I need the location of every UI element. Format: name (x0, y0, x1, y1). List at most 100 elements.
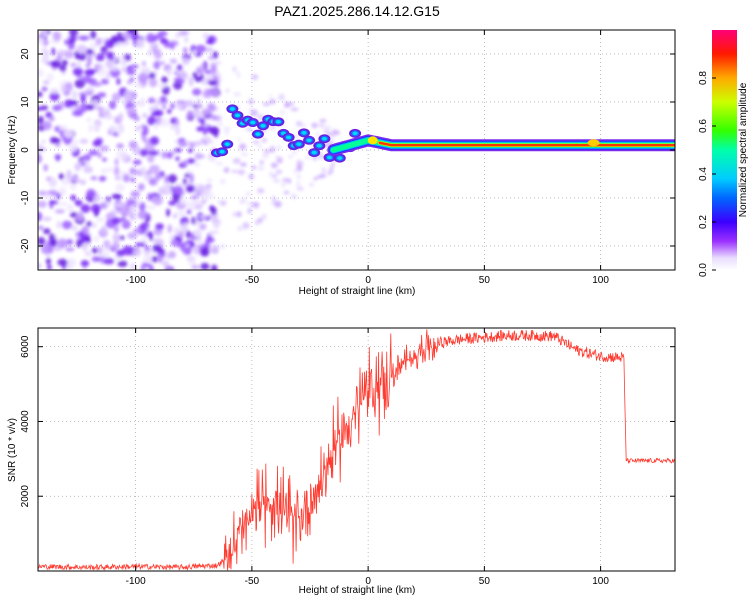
spectrogram-ridge-blob (229, 107, 235, 111)
spectrogram-noise-blob (118, 235, 125, 241)
spectrogram-noise-blob (68, 143, 78, 153)
spectrogram-noise-blob (147, 153, 155, 163)
spectrogram-noise-blob (269, 93, 273, 98)
spectrogram-noise-blob (186, 158, 196, 164)
spectrogram-noise-blob (38, 262, 42, 269)
spectrogram-noise-blob (130, 190, 141, 198)
spectrogram-noise-blob (132, 248, 142, 257)
spectrogram-noise-blob (99, 250, 110, 258)
spectrogram-noise-blob (223, 167, 230, 173)
snr-grid (38, 328, 675, 571)
spectrogram-noise-blob (262, 102, 271, 106)
spectrogram-noise-blob (94, 64, 102, 71)
spectrogram-noise-blob (316, 175, 323, 179)
snr-x-ticks: -100 -50 0 50 100 (126, 328, 609, 587)
spectrogram-noise-blob (170, 239, 179, 247)
spectrogram-noise-blob (76, 44, 88, 55)
spectrogram-noise-blob (49, 91, 60, 102)
snr-y-ticks: 2000 4000 6000 (20, 335, 675, 507)
spectrogram-noise-blob (73, 178, 81, 183)
spectrogram-noise-blob (111, 217, 121, 225)
spectrogram-noise-blob (70, 62, 77, 68)
spectrogram-noise-blob (116, 128, 122, 135)
spectrogram-noise-blob (176, 210, 186, 217)
spectrogram-noise-blob (68, 35, 77, 42)
spectrogram-noise-blob (194, 204, 203, 210)
spectrogram-noise-blob (153, 49, 162, 60)
spectrogram-noise-blob (247, 207, 252, 214)
spectrogram-ridge-blob (337, 156, 343, 160)
spectrogram-noise-blob (122, 245, 133, 256)
spectrogram-noise-blob (268, 170, 274, 178)
spectrogram-noise-blob (240, 162, 247, 167)
spectrogram-noise-blob (217, 121, 223, 127)
spectrogram-noise-blob (89, 42, 99, 50)
spectrogram-noise-blob (324, 125, 332, 132)
spectrogram-noise-blob (304, 155, 311, 160)
spectrogram-noise-blob (172, 185, 184, 195)
spectrogram-noise-blob (220, 243, 226, 250)
colorbar-label: Normalized spectral amplitude (738, 82, 749, 217)
spectrogram-noise-blob (270, 162, 278, 169)
spectrogram-noise-blob (154, 98, 159, 109)
spectrogram-noise-blob (132, 159, 142, 166)
spectrogram-noise-blob (296, 173, 301, 180)
spectrogram-noise-blob (114, 175, 122, 181)
spectrogram-noise-blob (133, 115, 140, 122)
spectrogram-noise-blob (206, 185, 212, 194)
spectrogram-noise-blob (127, 30, 138, 35)
spectrogram-noise-blob (168, 200, 177, 206)
spectrogram-noise-blob (84, 250, 92, 257)
spectrogram-ridge-blob (321, 136, 328, 141)
spectrogram-noise-blob (51, 47, 56, 56)
spectrogram-noise-blob (140, 237, 149, 244)
spectrogram-noise-blob (200, 262, 210, 270)
spectrogram-noise-blob (106, 51, 112, 60)
spectrogram-noise-blob (105, 72, 111, 81)
spectrogram-noise-blob (149, 164, 160, 174)
spectrogram-noise-blob (80, 161, 86, 167)
spectrogram-noise-blob (93, 235, 99, 243)
spectrogram-noise-blob (95, 246, 104, 251)
spectrogram-noise-blob (296, 186, 304, 192)
spectrogram-noise-blob (236, 71, 241, 79)
spectrogram-noise-blob (48, 200, 59, 205)
spectrogram-noise-blob (86, 188, 96, 199)
spectrogram-noise-blob (54, 209, 65, 214)
spectrogram-noise-blob (273, 200, 282, 208)
spectrogram-noise-blob (170, 102, 175, 110)
spectrogram-noise-blob (93, 123, 100, 133)
spectrogram-noise-blob (225, 130, 229, 137)
spectrogram-noise-blob (187, 148, 194, 153)
spectrogram-noise-blob (222, 126, 231, 132)
spectrogram-noise-blob (219, 178, 226, 184)
spectrogram-noise-blob (61, 84, 67, 94)
snr-frame (37, 327, 676, 572)
spectrogram-noise-blob (257, 188, 265, 194)
spectrogram-noise-blob (79, 102, 88, 113)
spectrogram-noise-blob (129, 262, 137, 270)
spectrogram-noise-blob (38, 106, 44, 111)
spectrogram-noise-blob (52, 104, 62, 112)
spectrogram-noise-blob (123, 90, 134, 100)
spectrogram-noise-blob (138, 202, 146, 212)
spectrogram-noise-blob (262, 213, 267, 220)
spectrogram-noise-blob (136, 39, 145, 49)
spectrogram-noise-blob (97, 92, 107, 98)
spectrogram-noise-blob (125, 198, 137, 203)
spectrogram-noise-blob (242, 222, 250, 230)
spectrogram-ridge (211, 104, 675, 163)
spectrogram-noise-blob (155, 223, 164, 231)
snr-x-tick-label: 0 (365, 576, 371, 587)
spectrogram-noise-blob (76, 52, 87, 61)
spectrogram-noise-blob (141, 60, 146, 67)
spectrogram-noise-blob (135, 242, 147, 247)
spectrogram-noise-blob (46, 73, 54, 81)
spectrogram-noise-blob (133, 83, 143, 88)
spectrogram-noise-blob (297, 159, 301, 165)
spectrogram-noise-blob (288, 154, 294, 159)
spectrogram-noise-blob (269, 125, 276, 130)
spectrogram-noise-blob (42, 120, 52, 131)
spectrogram-noise-blob (206, 178, 213, 183)
spectrogram-noise-blob (104, 242, 112, 251)
